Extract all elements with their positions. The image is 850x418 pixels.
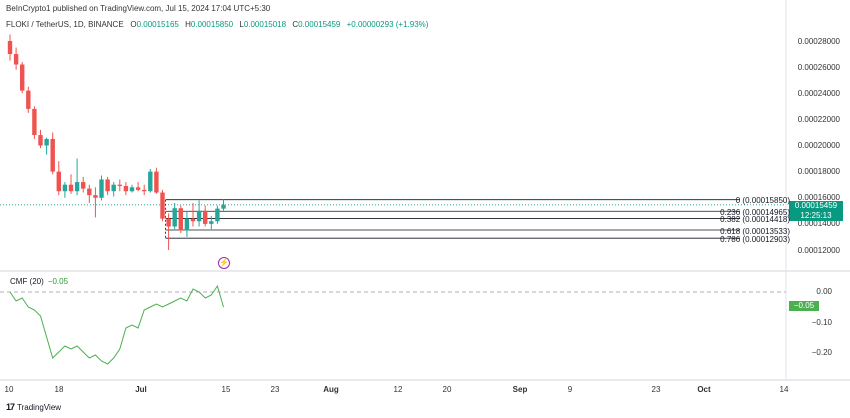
high-value: 0.00015850 bbox=[190, 20, 234, 29]
candle-body bbox=[184, 218, 190, 231]
candle-body bbox=[62, 184, 68, 192]
candle-body bbox=[44, 138, 49, 146]
tradingview-logo-icon: 17 bbox=[6, 402, 15, 412]
low-label: L bbox=[239, 20, 244, 29]
time-axis-label: 23 bbox=[651, 385, 661, 394]
publisher-line: BeInCrypto1 published on TradingView.com… bbox=[6, 4, 271, 13]
candle-body bbox=[142, 189, 147, 192]
time-axis-label: 23 bbox=[270, 385, 280, 394]
cmf-line bbox=[9, 284, 224, 365]
close-label: C bbox=[292, 20, 299, 29]
candle-body bbox=[13, 54, 19, 65]
price-axis-label: 0.00022000 bbox=[797, 115, 840, 124]
time-axis-label: 20 bbox=[442, 385, 452, 394]
candle-body bbox=[20, 64, 25, 91]
fib-level-label: 0.786 (0.00012903) bbox=[720, 235, 790, 244]
cmf-axis-label: −0.10 bbox=[811, 318, 832, 327]
cmf-axis-label: −0.20 bbox=[811, 348, 832, 357]
lightning-icon[interactable]: ⚡ bbox=[218, 257, 230, 269]
candle-body bbox=[56, 171, 61, 192]
footer-brand-text: TradingView bbox=[17, 402, 62, 412]
candle-body bbox=[87, 188, 92, 196]
time-axis-label: Oct bbox=[697, 385, 711, 394]
price-axis-label: 0.00014000 bbox=[797, 219, 840, 228]
candle-body bbox=[178, 208, 183, 231]
cmf-value: −0.05 bbox=[47, 277, 69, 286]
candle-body bbox=[38, 135, 43, 146]
candle-body bbox=[172, 208, 177, 227]
candle-body bbox=[50, 138, 55, 172]
close-value: 0.00015459 bbox=[298, 20, 341, 29]
cmf-title[interactable]: CMF (20) bbox=[10, 277, 44, 286]
candle-body bbox=[215, 208, 220, 222]
time-axis-label: 15 bbox=[221, 385, 231, 394]
countdown-badge: 12:25:13 bbox=[789, 211, 843, 221]
candle-body bbox=[99, 179, 104, 198]
candle-body bbox=[123, 185, 129, 192]
cmf-legend: CMF (20) −0.05 bbox=[10, 277, 68, 286]
fib-level-label: 0.236 (0.00014965) bbox=[720, 208, 790, 217]
cmf-value-badge: −0.05 bbox=[789, 301, 819, 311]
candle-body bbox=[81, 182, 86, 189]
price-axis-label: 0.00028000 bbox=[797, 37, 840, 46]
candle-body bbox=[190, 218, 196, 222]
low-value: 0.00015018 bbox=[243, 20, 287, 29]
high-label: H bbox=[185, 20, 191, 29]
candle-body bbox=[32, 108, 37, 136]
time-axis-label: 10 bbox=[4, 385, 14, 394]
change-value: +0.00000293 (+1.93%) bbox=[346, 20, 429, 29]
fib-level-label: 0.618 (0.00013533) bbox=[720, 227, 790, 236]
candle-body bbox=[129, 187, 135, 192]
candle-body bbox=[203, 210, 208, 224]
candle-body bbox=[68, 184, 74, 192]
time-axis-label: Sep bbox=[512, 385, 528, 394]
price-axis-label: 0.00024000 bbox=[797, 89, 840, 98]
open-value: 0.00015165 bbox=[136, 20, 179, 29]
candle-body bbox=[26, 90, 31, 109]
price-axis-label: 0.00016000 bbox=[797, 193, 840, 202]
fib-level-label: 0.382 (0.00014418) bbox=[720, 215, 790, 224]
candle-body bbox=[105, 179, 110, 192]
candle-body bbox=[196, 210, 202, 222]
price-axis-label: 0.00018000 bbox=[797, 167, 840, 176]
time-axis-label: Aug bbox=[323, 385, 339, 394]
time-axis-label: Jul bbox=[135, 385, 147, 394]
price-axis-label: 0.00012000 bbox=[797, 246, 840, 255]
candle-body bbox=[154, 171, 159, 193]
current-price-badge: 0.00015459 bbox=[789, 201, 843, 211]
candle-body bbox=[166, 218, 171, 227]
open-label: O bbox=[130, 20, 137, 29]
candle-body bbox=[160, 192, 165, 219]
price-axis-label: 0.00020000 bbox=[797, 141, 840, 150]
time-axis-label: 14 bbox=[779, 385, 789, 394]
candle-body bbox=[93, 195, 98, 198]
time-axis-label: 18 bbox=[54, 385, 64, 394]
candle-body bbox=[148, 171, 153, 192]
time-axis-label: 9 bbox=[567, 385, 573, 394]
candle-body bbox=[209, 221, 214, 224]
ohlc-legend: FLOKI / TetherUS, 1D, BINANCE O0.0001516… bbox=[6, 20, 432, 29]
fib-level-label: 0 (0.00015850) bbox=[735, 196, 790, 205]
symbol-name[interactable]: FLOKI / TetherUS, 1D, BINANCE bbox=[6, 20, 124, 29]
time-axis-label: 12 bbox=[393, 385, 403, 394]
price-axis-label: 0.00026000 bbox=[797, 63, 840, 72]
candle-body bbox=[7, 41, 13, 55]
footer-brand[interactable]: 17 TradingView bbox=[6, 402, 61, 412]
cmf-axis-label: 0.00 bbox=[816, 287, 832, 296]
candle-body bbox=[135, 187, 141, 190]
candle-body bbox=[117, 184, 122, 186]
candle-body bbox=[74, 182, 80, 192]
candle-body bbox=[221, 204, 226, 209]
candle-body bbox=[111, 184, 116, 192]
